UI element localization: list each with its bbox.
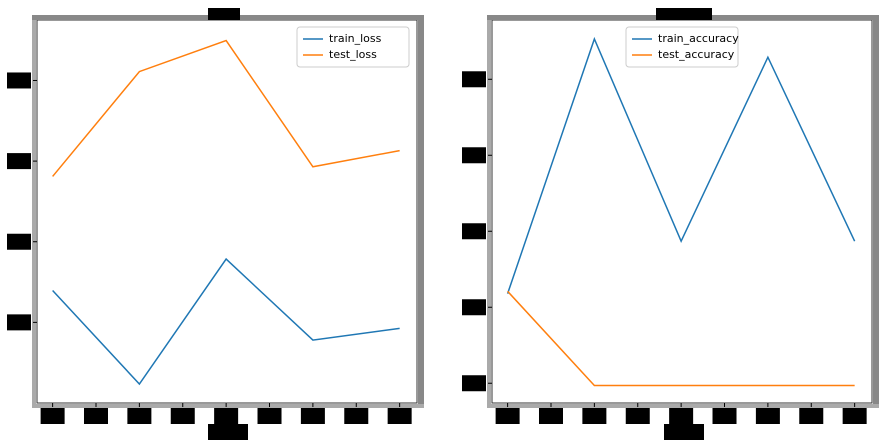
x-tick-label: 0 bbox=[49, 409, 56, 422]
y-tick-label: 1 bbox=[23, 73, 30, 86]
redacted-xlabel bbox=[664, 424, 704, 440]
redacted-title bbox=[656, 8, 712, 20]
y-tick-label: 0.8 bbox=[13, 154, 31, 167]
x-tick-label: 2 bbox=[223, 409, 230, 422]
y-tick-label: 0.3 bbox=[468, 224, 486, 237]
x-tick-redaction bbox=[300, 408, 325, 424]
x-tick-label: 3.5 bbox=[348, 409, 366, 422]
series-line bbox=[506, 36, 856, 294]
x-tick-label: 4 bbox=[851, 409, 858, 422]
legend-label: test_accuracy bbox=[658, 48, 735, 61]
y-tick-label: 0.4 bbox=[468, 148, 486, 161]
x-tick-label: 2.5 bbox=[261, 409, 279, 422]
x-tick-label: 1.5 bbox=[629, 409, 647, 422]
legend-label: train_accuracy bbox=[658, 32, 739, 45]
x-tick-redaction bbox=[842, 408, 867, 424]
frame-left bbox=[32, 16, 36, 407]
x-tick-label: 3 bbox=[764, 409, 771, 422]
x-tick-label: 2 bbox=[678, 409, 685, 422]
x-tick-redaction bbox=[214, 408, 239, 424]
x-tick-label: 4 bbox=[396, 409, 403, 422]
x-tick-redaction bbox=[669, 408, 694, 424]
frame-bottom bbox=[32, 404, 424, 408]
x-tick-label: 3 bbox=[309, 409, 316, 422]
frame-left bbox=[487, 16, 491, 407]
x-tick-redaction bbox=[127, 408, 152, 424]
x-tick-label: 2.5 bbox=[716, 409, 734, 422]
plot-area bbox=[36, 19, 418, 404]
y-tick-redaction bbox=[462, 375, 486, 392]
legend-label: train_loss bbox=[329, 32, 382, 45]
x-tick-redaction bbox=[538, 408, 563, 424]
y-tick-redaction bbox=[462, 147, 486, 164]
series-line bbox=[52, 39, 400, 177]
x-tick-redaction bbox=[755, 408, 780, 424]
x-tick-redaction bbox=[387, 408, 412, 424]
x-tick-redaction bbox=[83, 408, 108, 424]
legend-box bbox=[625, 26, 739, 68]
x-tick-redaction bbox=[495, 408, 520, 424]
y-tick-redaction bbox=[462, 71, 486, 88]
x-tick-label: 0.5 bbox=[87, 409, 105, 422]
redacted-title bbox=[208, 8, 240, 20]
legend-label: test_loss bbox=[329, 48, 377, 61]
x-tick-label: 0.5 bbox=[542, 409, 560, 422]
y-tick-label: 0.5 bbox=[468, 72, 486, 85]
y-tick-label: 0.6 bbox=[13, 235, 31, 248]
y-tick-label: 0.4 bbox=[13, 315, 31, 328]
y-tick-redaction bbox=[7, 153, 31, 170]
x-tick-redaction bbox=[582, 408, 607, 424]
y-tick-redaction bbox=[7, 72, 31, 89]
y-tick-redaction bbox=[462, 299, 486, 316]
x-tick-redaction bbox=[170, 408, 195, 424]
x-tick-label: 1 bbox=[591, 409, 598, 422]
series-line bbox=[507, 290, 855, 387]
x-tick-redaction bbox=[799, 408, 824, 424]
y-tick-label: 0.1 bbox=[468, 376, 486, 389]
x-tick-redaction bbox=[625, 408, 650, 424]
x-tick-redaction bbox=[712, 408, 737, 424]
x-tick-redaction bbox=[257, 408, 282, 424]
x-tick-label: 1.5 bbox=[174, 409, 192, 422]
frame-right bbox=[873, 16, 879, 407]
y-tick-redaction bbox=[7, 233, 31, 250]
x-tick-label: 3.5 bbox=[803, 409, 821, 422]
legend-box bbox=[296, 26, 410, 68]
plot-area bbox=[491, 19, 873, 404]
series-line bbox=[52, 257, 400, 386]
x-tick-redaction bbox=[344, 408, 369, 424]
y-tick-redaction bbox=[7, 314, 31, 331]
frame-right bbox=[418, 16, 424, 407]
frame-bottom bbox=[487, 404, 879, 408]
x-tick-redaction bbox=[40, 408, 65, 424]
x-tick-label: 0 bbox=[504, 409, 511, 422]
y-tick-redaction bbox=[462, 223, 486, 240]
redacted-xlabel bbox=[208, 424, 248, 440]
y-tick-label: 0.2 bbox=[468, 300, 486, 313]
x-tick-label: 1 bbox=[136, 409, 143, 422]
